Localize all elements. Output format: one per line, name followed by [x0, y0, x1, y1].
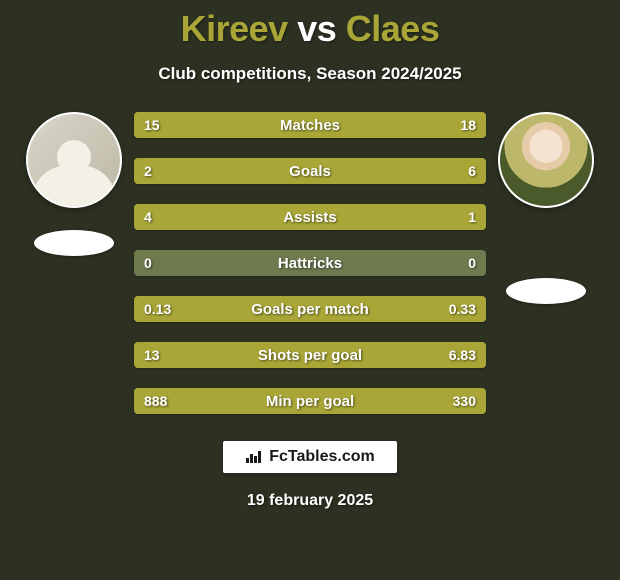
date-text: 19 february 2025	[247, 492, 373, 510]
brand-text: FcTables.com	[269, 448, 375, 466]
page-title: Kireev vs Claes	[181, 8, 440, 50]
stat-bar: Matches1518	[134, 112, 486, 138]
bar-left-fill	[134, 388, 391, 414]
stat-bar: Shots per goal136.83	[134, 342, 486, 368]
bar-right-fill	[366, 342, 486, 368]
bar-left-fill	[134, 296, 233, 322]
left-player-avatar	[26, 112, 122, 208]
bar-right-fill	[292, 112, 486, 138]
bar-right-value: 0	[458, 250, 486, 276]
stat-bar: Goals26	[134, 158, 486, 184]
bar-right-fill	[233, 296, 486, 322]
title-vs: vs	[297, 8, 336, 49]
stat-bar: Min per goal888330	[134, 388, 486, 414]
main-row: Matches1518 Goals26 Assists41 Hattricks0 0 Go…	[0, 112, 620, 414]
bar-label: Hattricks	[134, 250, 486, 276]
stat-bar: Goals per match0.130.33	[134, 296, 486, 322]
bar-left-fill	[134, 204, 416, 230]
bar-left-fill	[134, 158, 222, 184]
stats-bars: Matches1518 Goals26 Assists41 Hattricks0 0 Go…	[134, 112, 486, 414]
right-player-col	[486, 112, 606, 304]
left-player-col	[14, 112, 134, 256]
stat-bar: Assists41	[134, 204, 486, 230]
title-player2: Claes	[346, 8, 440, 49]
brand-badge[interactable]: FcTables.com	[222, 440, 398, 474]
bar-left-fill	[134, 112, 292, 138]
subtitle: Club competitions, Season 2024/2025	[158, 64, 461, 84]
bar-right-fill	[416, 204, 486, 230]
stat-bar: Hattricks0 0	[134, 250, 486, 276]
bar-left-value: 0	[134, 250, 162, 276]
left-club-badge	[34, 230, 114, 256]
bar-right-fill	[222, 158, 486, 184]
bar-right-fill	[391, 388, 486, 414]
title-player1: Kireev	[181, 8, 288, 49]
chart-icon	[245, 450, 263, 464]
content-root: Kireev vs Claes Club competitions, Seaso…	[0, 0, 620, 580]
right-player-avatar	[498, 112, 594, 208]
right-club-badge	[506, 278, 586, 304]
bar-left-fill	[134, 342, 366, 368]
